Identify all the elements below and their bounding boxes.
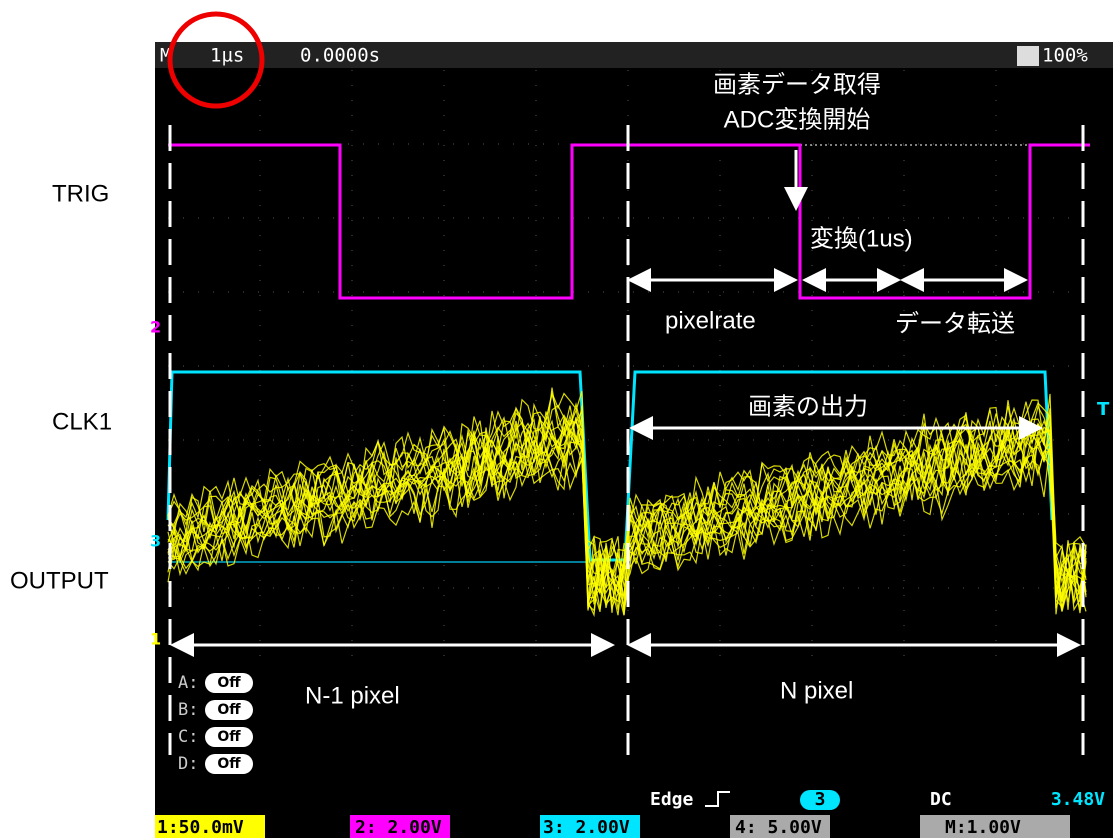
channel-marker: 2: [150, 318, 161, 337]
annotation: ADC変換開始: [724, 106, 871, 133]
scale: 1:50.0mV: [157, 817, 244, 838]
side-label: TRIG: [52, 180, 109, 207]
battery-icon: [1017, 46, 1039, 66]
annotation: N pixel: [780, 677, 853, 704]
screenshot: M 1µs 0.0000s 100% TRIG CLK1 OUTPUT 2 3 …: [0, 0, 1113, 838]
annotation: pixelrate: [665, 307, 756, 334]
trigger-marker: T: [1097, 399, 1110, 420]
trigger-source: 3: [815, 789, 826, 810]
menu-key: B:: [178, 700, 198, 720]
scale: 4: 5.00V: [735, 817, 822, 838]
header-bar: [155, 42, 1113, 68]
trigger-type: Edge: [650, 789, 694, 810]
menu-state: Off: [217, 702, 241, 718]
annotation: データ転送: [895, 310, 1015, 337]
menu-key: C:: [178, 727, 198, 747]
menu-key: D:: [178, 754, 198, 774]
trigger-coupling: DC: [930, 789, 952, 810]
battery: 100%: [1042, 45, 1088, 67]
scale: 3: 2.00V: [543, 817, 630, 838]
scale: M:1.00V: [945, 817, 1021, 838]
menu-state: Off: [217, 675, 241, 691]
trigger-level: 3.48V: [1051, 789, 1105, 810]
annotation: 画素の出力: [748, 393, 868, 420]
channel-marker: 3: [150, 532, 161, 551]
annotation: 変換(1us): [810, 225, 913, 252]
menu-state: Off: [217, 756, 241, 772]
side-label: CLK1: [52, 408, 112, 435]
position: 0.0000s: [300, 45, 380, 67]
menu-state: Off: [217, 729, 241, 745]
annotation: 画素データ取得: [713, 71, 881, 98]
timebase: 1µs: [210, 45, 244, 67]
scale: 2: 2.00V: [355, 817, 442, 838]
channel-marker: 1: [150, 630, 161, 649]
annotation: N-1 pixel: [305, 682, 400, 709]
menu-key: A:: [178, 673, 198, 693]
side-label: OUTPUT: [10, 567, 109, 594]
